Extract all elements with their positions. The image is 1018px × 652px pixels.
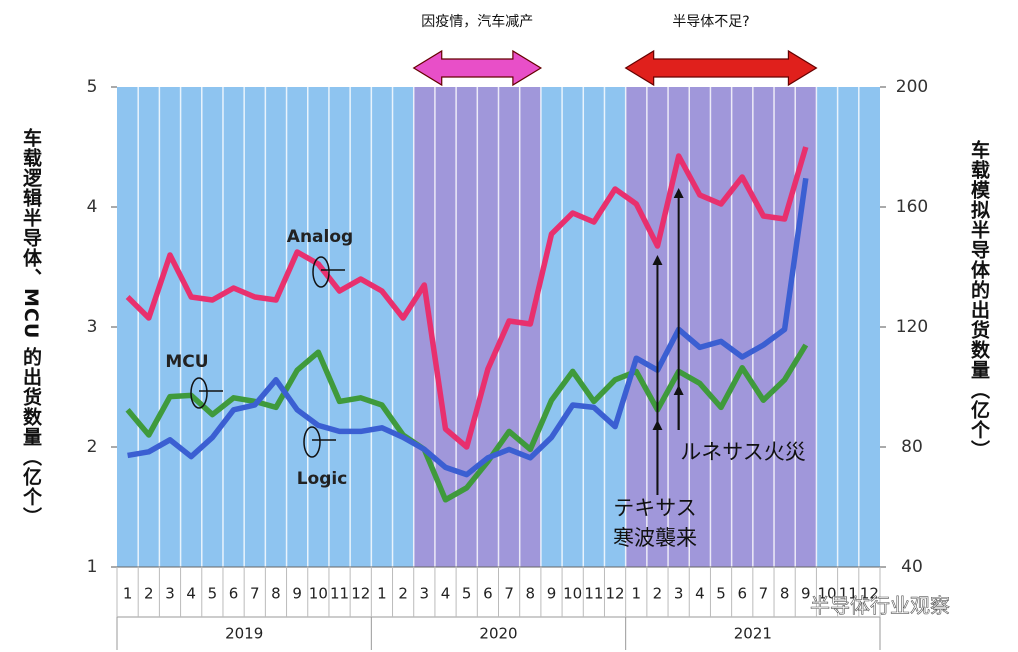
y2-axis-title: 车载模拟半导体的出货数量（亿个） bbox=[968, 140, 990, 460]
series-label-ring bbox=[190, 377, 208, 409]
series-label-ring bbox=[303, 426, 321, 458]
annotation-text: テキサス bbox=[613, 496, 697, 520]
y-tick-label: 5 bbox=[87, 77, 98, 97]
series-label: Logic bbox=[297, 469, 348, 489]
x-tick-label: 2 bbox=[398, 585, 408, 603]
x-tick-label: 7 bbox=[504, 585, 514, 603]
highlight-arrow bbox=[624, 49, 818, 87]
x-tick-label: 6 bbox=[737, 585, 747, 603]
x-tick-label: 7 bbox=[759, 585, 769, 603]
y-tick-label: 2 bbox=[87, 437, 98, 457]
x-tick-label: 5 bbox=[462, 585, 472, 603]
series-label: Analog bbox=[287, 227, 353, 247]
x-tick-label: 9 bbox=[292, 585, 302, 603]
x-tick-label: 1 bbox=[123, 585, 133, 603]
series-line bbox=[125, 343, 809, 503]
series-line bbox=[125, 146, 809, 450]
x-tick-label: 3 bbox=[165, 585, 175, 603]
annotation-arrow-head bbox=[652, 255, 663, 265]
x-tick-label: 2 bbox=[144, 585, 154, 603]
x-tick-label: 8 bbox=[271, 585, 281, 603]
year-label: 2021 bbox=[734, 625, 772, 643]
y2-tick-label: 80 bbox=[901, 437, 923, 457]
x-tick-label: 10 bbox=[817, 585, 836, 603]
watermark: 半导体行业观察 bbox=[810, 594, 950, 618]
x-tick-label: 1 bbox=[377, 585, 387, 603]
annotation-arrow-head bbox=[652, 420, 663, 430]
x-tick-label: 11 bbox=[584, 585, 603, 603]
series-label: MCU bbox=[165, 352, 208, 372]
x-tick-label: 5 bbox=[716, 585, 726, 603]
x-tick-label: 8 bbox=[780, 585, 790, 603]
y-tick-label: 1 bbox=[87, 557, 98, 577]
x-tick-label: 4 bbox=[186, 585, 196, 603]
highlight-label: 半导体不足? bbox=[672, 14, 749, 30]
x-tick-label: 7 bbox=[250, 585, 260, 603]
x-tick-label: 4 bbox=[441, 585, 451, 603]
annotation-arrow-head bbox=[673, 385, 684, 395]
annotation-text: ルネサス火災 bbox=[680, 440, 806, 464]
x-tick-label: 1 bbox=[631, 585, 641, 603]
highlight-band bbox=[625, 87, 817, 567]
highlight-arrow bbox=[412, 49, 543, 87]
y2-tick-label: 200 bbox=[896, 77, 928, 97]
x-tick-label: 5 bbox=[208, 585, 218, 603]
year-label: 2019 bbox=[225, 625, 263, 643]
x-tick-label: 11 bbox=[839, 585, 858, 603]
y-axis-title: 车载逻辑半导体、MCU 的出货数量（亿个） bbox=[20, 128, 42, 527]
x-tick-label: 6 bbox=[483, 585, 493, 603]
x-tick-label: 3 bbox=[674, 585, 684, 603]
highlight-label-box bbox=[631, 6, 792, 42]
series-line bbox=[127, 177, 809, 478]
x-tick-label: 10 bbox=[309, 585, 328, 603]
x-tick-label: 12 bbox=[351, 585, 370, 603]
highlight-label-box bbox=[397, 6, 558, 42]
x-tick-label: 8 bbox=[526, 585, 536, 603]
y2-tick-label: 40 bbox=[901, 557, 923, 577]
y-tick-label: 4 bbox=[87, 197, 98, 217]
x-tick-label: 11 bbox=[330, 585, 349, 603]
x-tick-label: 12 bbox=[860, 585, 879, 603]
highlight-label: 因疫情，汽车减产 bbox=[421, 13, 533, 30]
x-tick-label: 3 bbox=[420, 585, 430, 603]
annotation-arrow-head bbox=[673, 188, 684, 198]
x-tick-label: 10 bbox=[563, 585, 582, 603]
x-tick-label: 2 bbox=[653, 585, 663, 603]
x-tick-label: 4 bbox=[695, 585, 705, 603]
y-tick-label: 3 bbox=[87, 317, 98, 337]
year-label: 2020 bbox=[479, 625, 517, 643]
y2-tick-label: 120 bbox=[896, 317, 928, 337]
x-tick-label: 12 bbox=[606, 585, 625, 603]
y2-tick-label: 160 bbox=[896, 197, 928, 217]
series-label-ring bbox=[312, 256, 330, 288]
x-tick-label: 9 bbox=[547, 585, 557, 603]
x-tick-label: 9 bbox=[801, 585, 811, 603]
x-tick-label: 6 bbox=[229, 585, 239, 603]
annotation-text: 寒波襲来 bbox=[613, 526, 697, 550]
